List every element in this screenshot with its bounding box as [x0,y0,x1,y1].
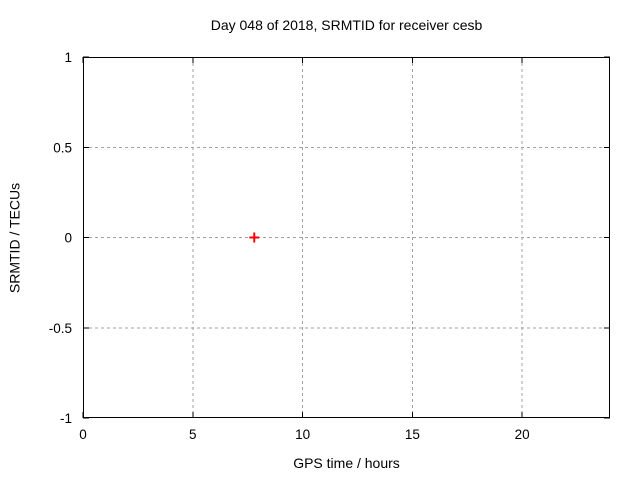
x-tick-label: 5 [189,427,197,442]
y-tick-label: -0.5 [49,321,72,336]
x-tick-label: 15 [405,427,420,442]
y-tick-label: 0.5 [53,140,72,155]
x-axis-label: GPS time / hours [293,455,400,471]
x-tick-label: 0 [79,427,87,442]
y-tick-label: 0 [64,231,72,246]
chart-title: Day 048 of 2018, SRMTID for receiver ces… [210,17,483,33]
x-tick-label: 20 [515,427,530,442]
plot-border [83,57,610,418]
x-tick-label: 10 [295,427,310,442]
y-tick-label: -1 [60,411,72,426]
y-tick-label: 1 [64,50,72,65]
